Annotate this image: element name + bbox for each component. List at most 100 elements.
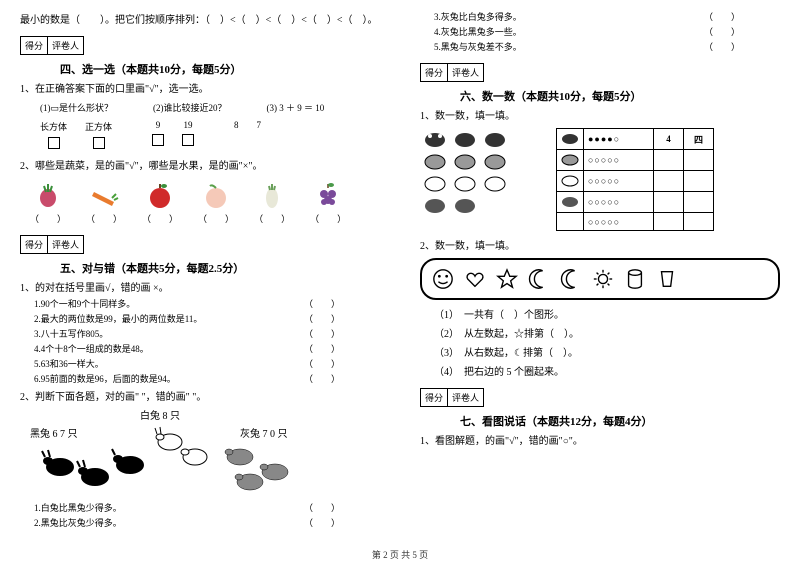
- grader-label: 评卷人: [48, 236, 83, 253]
- circles-row: ●●●●○: [584, 129, 654, 150]
- paren[interactable]: （ ）: [304, 357, 340, 370]
- paren[interactable]: （ ）: [304, 501, 340, 514]
- checkbox[interactable]: [182, 134, 194, 146]
- daikon-icon: [256, 178, 288, 210]
- paren[interactable]: （ ）: [304, 516, 340, 529]
- blank-cell[interactable]: [654, 171, 684, 192]
- rabbit-q4: 4.灰兔比黑兔多一些。: [434, 25, 522, 38]
- sec4-q1: 1、在正确答案下面的口里画"√"，选一选。: [20, 80, 380, 95]
- grader-label: 评卷人: [448, 389, 483, 406]
- circles-row: ○○○○○: [584, 192, 654, 213]
- section-6-header: 得分 评卷人: [420, 63, 780, 82]
- sec6-sub2: （2） 从左数起，☆排第（ ）。: [420, 325, 780, 340]
- opt2b: 19: [184, 120, 193, 130]
- cylinder-icon: [624, 268, 646, 290]
- sec7-q1: 1、看图解题，的画"√"，错的画"○"。: [420, 432, 780, 447]
- sec6-sub4: （4） 把右边的 5 个圈起来。: [420, 363, 780, 378]
- rabbit-q5: 5.黑兔与灰兔差不多。: [434, 40, 522, 53]
- carrot-icon: [88, 178, 120, 210]
- section-7-header: 得分 评卷人: [420, 388, 780, 407]
- sec4-sub3: (3) 3 ＋ 9 ＝ 10: [267, 101, 325, 114]
- sec6-q1: 1、数一数，填一填。: [420, 107, 780, 122]
- heart-icon: [464, 268, 486, 290]
- paren[interactable]: （ ）: [304, 372, 340, 385]
- grape-icon: [312, 178, 344, 210]
- section-7-title: 七、看图说话（本题共12分，每题4分）: [460, 413, 780, 429]
- moon2-icon: [560, 268, 582, 290]
- blank-cell[interactable]: [654, 150, 684, 171]
- rabbit-q1: 1.白兔比黑兔少得多。: [34, 501, 122, 514]
- sec5-q1: 1、的对在括号里画√，错的画 ×。: [20, 279, 380, 294]
- paren[interactable]: （ ）: [304, 312, 340, 325]
- score-label: 得分: [421, 389, 448, 406]
- section-4-header: 得分 评卷人: [20, 36, 380, 55]
- count-num: 4: [654, 129, 684, 150]
- checkbox[interactable]: [48, 137, 60, 149]
- frog-icon: [561, 131, 579, 145]
- sec5-q2: 2、判断下面各题，对的画" "，错的画" "。: [20, 388, 380, 403]
- paren[interactable]: （ ）: [304, 342, 340, 355]
- rabbit-q2: 2.黑兔比灰兔少得多。: [34, 516, 122, 529]
- section-5-header: 得分 评卷人: [20, 235, 380, 254]
- apple-icon: [144, 178, 176, 210]
- blank-cell[interactable]: [684, 171, 714, 192]
- paren[interactable]: （ ）: [704, 25, 740, 38]
- top-fill-line: 最小的数是（ ）。把它们按顺序排列：（ ）<（ ）<（ ）<（ ）<（ ）。: [20, 11, 380, 26]
- opt2a: 9: [156, 120, 161, 130]
- paren[interactable]: （ ）: [304, 297, 340, 310]
- blank-cell[interactable]: [654, 192, 684, 213]
- circles-row: ○○○○○: [584, 150, 654, 171]
- score-box-5: 得分 评卷人: [20, 235, 84, 254]
- grader-label: 评卷人: [448, 64, 483, 81]
- paren[interactable]: （ ）: [142, 212, 178, 225]
- sun-icon: [592, 268, 614, 290]
- circles-row: ○○○○○: [584, 171, 654, 192]
- tf-item: 3.八十五写作805。: [34, 327, 108, 340]
- animal-grid: [420, 128, 550, 231]
- circles-row: ○○○○○: [584, 213, 654, 231]
- paren[interactable]: （ ）: [304, 327, 340, 340]
- peach-icon: [200, 178, 232, 210]
- paren[interactable]: （ ）: [198, 212, 234, 225]
- tf-item: 1.90个一和9个十同样多。: [34, 297, 135, 310]
- rabbit-diagram: 白兔 8 只 黑兔 6 7 只 灰兔 7 0 只: [20, 407, 380, 497]
- tf-item: 4.4个十8个一组成的数是48。: [34, 342, 149, 355]
- blank-cell[interactable]: [684, 150, 714, 171]
- rabbit-group: [42, 449, 144, 486]
- blank-cell[interactable]: [684, 192, 714, 213]
- cup-icon: [656, 268, 678, 290]
- paren[interactable]: （ ）: [254, 212, 290, 225]
- smiley-icon: [432, 268, 454, 290]
- opt1a: 长方体: [40, 120, 67, 133]
- tf-item: 5.63和36一样大。: [34, 357, 104, 370]
- sec4-sub1: (1)▭是什么形状？: [40, 101, 113, 114]
- paren[interactable]: （ ）: [86, 212, 122, 225]
- paren[interactable]: （ ）: [310, 212, 346, 225]
- count-table: ●●●●○4四 ○○○○○ ○○○○○ ○○○○○ ○○○○○: [556, 128, 714, 231]
- paren[interactable]: （ ）: [704, 10, 740, 23]
- paren[interactable]: （ ）: [704, 40, 740, 53]
- moon-icon: [528, 268, 550, 290]
- sec6-sub3: （3） 从右数起，☾排第（ ）。: [420, 344, 780, 359]
- radish-icon: [32, 178, 64, 210]
- tf-item: 2.最大的两位数是99，最小的两位数是11。: [34, 312, 202, 325]
- section-4-title: 四、选一选（本题共10分，每题5分）: [60, 61, 380, 77]
- paren[interactable]: （ ）: [30, 212, 66, 225]
- section-6-title: 六、数一数（本题共10分，每题5分）: [460, 88, 780, 104]
- section-5-title: 五、对与错（本题共5分，每题2.5分）: [60, 260, 380, 276]
- tf-item: 6.95前面的数是96，后面的数是94。: [34, 372, 176, 385]
- opt1b: 正方体: [85, 120, 112, 133]
- blank-cell[interactable]: [684, 213, 714, 231]
- shape-box: [420, 258, 780, 300]
- checkbox[interactable]: [93, 137, 105, 149]
- score-label: 得分: [21, 236, 48, 253]
- count-cn: 四: [684, 129, 714, 150]
- vegetable-row: （ ） （ ） （ ） （ ） （ ） （ ）: [20, 178, 380, 225]
- blank-cell[interactable]: [654, 213, 684, 231]
- sec6-q2: 2、数一数，填一填。: [420, 237, 780, 252]
- cow-icon: [561, 173, 579, 187]
- checkbox[interactable]: [152, 134, 164, 146]
- score-box-4: 得分 评卷人: [20, 36, 84, 55]
- sec4-q2: 2、哪些是蔬菜，是的画"√"，哪些是水果，是的画"×"。: [20, 157, 380, 172]
- pig-icon: [561, 194, 579, 208]
